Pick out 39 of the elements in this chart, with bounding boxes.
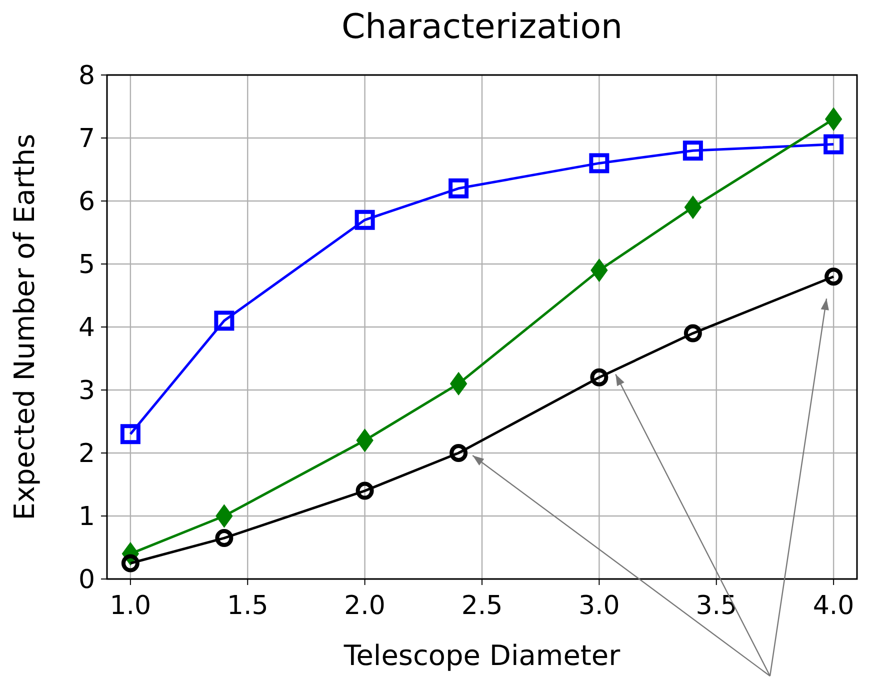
point <box>682 140 703 161</box>
y-tick-label: 2 <box>78 439 95 469</box>
point <box>590 368 608 386</box>
point <box>216 504 233 528</box>
y-tick-label: 7 <box>78 124 95 154</box>
point <box>354 210 375 230</box>
point <box>824 134 844 154</box>
point <box>684 196 702 219</box>
point <box>590 258 608 282</box>
x-tick-label: 2.0 <box>344 591 386 621</box>
y-tick-label: 0 <box>78 565 95 595</box>
point <box>825 108 842 131</box>
point <box>450 372 468 396</box>
point <box>824 268 843 286</box>
point <box>684 324 702 342</box>
point <box>120 424 140 444</box>
x-tick-label: 2.5 <box>461 591 503 621</box>
y-tick-label: 1 <box>78 502 95 532</box>
y-tick-label: 5 <box>78 250 95 280</box>
chart-title: Characterization <box>341 7 623 47</box>
y-tick-label: 4 <box>78 313 95 343</box>
x-tick-label: 3.0 <box>578 591 620 621</box>
point <box>215 529 234 548</box>
point <box>121 554 140 572</box>
point <box>214 310 234 331</box>
x-tick-label: 3.5 <box>696 591 738 621</box>
point <box>448 178 469 198</box>
y-tick-label: 8 <box>78 61 95 91</box>
y-tick-label: 6 <box>78 187 95 217</box>
point <box>589 153 610 174</box>
x-tick-label: 1.0 <box>110 591 152 621</box>
point <box>356 428 374 452</box>
y-axis-title: Expected Number of Earths <box>8 134 41 520</box>
point <box>356 482 374 500</box>
x-tick-label: 4.0 <box>812 591 854 621</box>
point <box>450 444 468 462</box>
x-tick-label: 1.5 <box>226 591 268 621</box>
y-tick-label: 3 <box>78 376 95 406</box>
x-axis-title: Telescope Diameter <box>342 639 621 672</box>
